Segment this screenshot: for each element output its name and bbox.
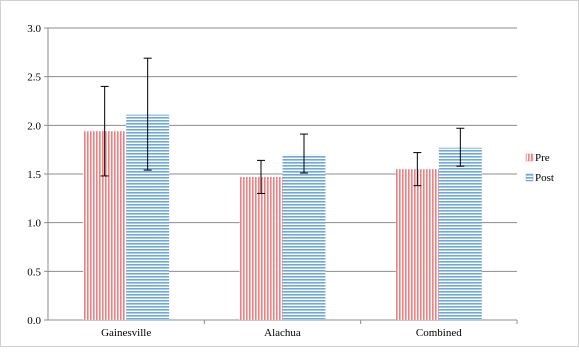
y-tick-label: 1.5 — [27, 169, 41, 181]
legend-swatch-post — [525, 173, 534, 182]
bar-pre-combined — [395, 169, 439, 320]
y-tick-label: 2.0 — [27, 120, 41, 132]
y-tick-label: 2.5 — [27, 72, 41, 84]
legend-label-post: Post — [535, 172, 554, 184]
legend-label-pre: Pre — [535, 152, 550, 164]
x-tick-label: Gainesville — [101, 327, 151, 339]
error-bars — [100, 57, 465, 194]
y-tick-label: 1.0 — [27, 218, 41, 230]
y-tick-labels: 0.0 0.5 1.0 1.5 2.0 2.5 3.0 — [27, 23, 41, 327]
y-tick-label: 0.5 — [27, 266, 41, 278]
x-tick-label: Alachua — [264, 327, 301, 339]
bar-post-alachua — [282, 154, 326, 320]
x-tick-label: Combined — [416, 327, 462, 339]
bar-post-combined — [438, 147, 482, 320]
bars — [83, 114, 482, 320]
y-tick-label: 0.0 — [27, 315, 41, 327]
y-tick-label: 3.0 — [27, 23, 41, 35]
bar-pre-alachua — [239, 176, 283, 320]
legend-swatch-pre — [525, 153, 534, 162]
x-tick-labels: Gainesville Alachua Combined — [101, 327, 462, 339]
legend: Pre Post — [525, 152, 554, 184]
